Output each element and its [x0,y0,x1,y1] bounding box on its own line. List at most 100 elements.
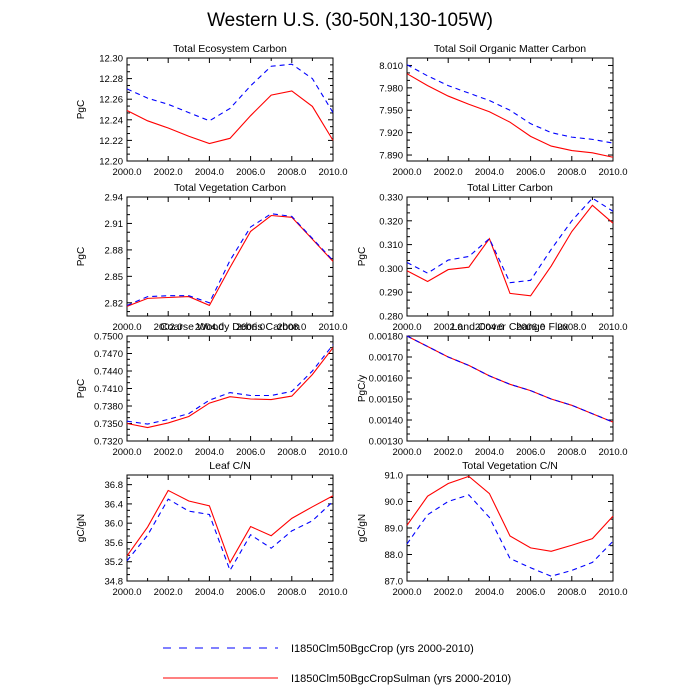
x-tick-label: 2006.0 [236,587,265,598]
x-tick-label: 2000.0 [392,167,421,178]
x-tick-label: 2004.0 [475,587,504,598]
y-tick-label: 7.890 [379,151,403,162]
y-tick-label: 36.4 [105,499,124,510]
series-line-crop [126,498,334,572]
y-tick-label: 0.330 [379,193,403,204]
chart-panel: Total Vegetation C/N 2000.0 2002.0 2004.0 20… [357,460,628,598]
y-tick-label: 2.85 [105,272,124,283]
y-tick-label: 0.7380 [94,402,123,413]
x-tick-label: 2002.0 [154,587,183,598]
x-tick-label: 2010.0 [318,322,347,333]
x-tick-label: 2002.0 [434,167,463,178]
x-tick-label: 2010.0 [318,587,347,598]
chart-panels: Total Ecosystem Carbon 2000.0 2002.0 2004.0… [76,43,628,598]
y-tick-label: 36.0 [105,519,124,530]
y-tick-label: 36.8 [105,480,124,491]
chart-panel: Land Cover Change Flux 2000.0 2002.0 2004.0… [357,321,628,458]
x-tick-label: 2000.0 [112,322,141,333]
chart-panel: Coarse Woody Debris Carbon 2000.0 2002.0 20… [76,321,348,458]
y-tick-label: 0.7500 [94,332,123,343]
x-tick-label: 2010.0 [598,322,627,333]
x-tick-label: 2000.0 [392,587,421,598]
y-tick-label: 89.0 [385,524,404,535]
y-axis-label: PgC [76,379,87,398]
x-tick-label: 2010.0 [598,167,627,178]
chart-panel: Total Soil Organic Matter Carbon 2000.0 20… [379,43,627,178]
series-line-sulman [126,214,334,307]
series-line-sulman [406,204,614,297]
panel-title: Leaf C/N [209,460,250,472]
x-tick-label: 2008.0 [277,167,306,178]
y-tick-label: 35.2 [105,557,124,568]
x-tick-label: 2008.0 [277,447,306,458]
y-tick-label: 0.7410 [94,384,123,395]
series-line-crop [406,335,614,423]
figure-title: Western U.S. (30-50N,130-105W) [207,10,493,31]
chart-panel: Total Vegetation Carbon 2000.0 2002.0 2004.… [76,182,348,333]
series-line-sulman [126,90,334,145]
panel-title: Total Soil Organic Matter Carbon [434,43,586,55]
y-axis-label: PgC/y [357,375,368,402]
y-tick-label: 7.950 [379,106,403,117]
y-tick-label: 0.00150 [369,395,403,406]
y-axis-label: PgC [76,247,87,266]
y-tick-label: 12.28 [99,74,123,85]
x-tick-label: 2006.0 [516,447,545,458]
y-tick-label: 0.00160 [369,374,403,385]
x-tick-label: 2004.0 [475,167,504,178]
series-line-sulman [126,489,334,564]
y-tick-label: 12.30 [99,54,123,65]
panel-title: Coarse Woody Debris Carbon [160,321,300,333]
x-tick-label: 2006.0 [516,167,545,178]
x-tick-label: 2000.0 [112,587,141,598]
x-tick-label: 2002.0 [154,322,183,333]
y-tick-label: 0.7440 [94,367,123,378]
y-tick-label: 12.26 [99,95,123,106]
y-tick-label: 0.00130 [369,437,403,448]
series-line-sulman [126,347,334,429]
x-tick-label: 2008.0 [557,167,586,178]
x-tick-label: 2008.0 [557,587,586,598]
y-tick-label: 2.94 [105,193,124,204]
chart-panel: Total Ecosystem Carbon 2000.0 2002.0 2004.0… [76,43,348,178]
x-tick-label: 2008.0 [557,447,586,458]
y-tick-label: 0.7470 [94,349,123,360]
y-tick-label: 12.24 [99,115,123,126]
series-line-sulman [406,475,614,552]
y-tick-label: 88.0 [385,550,404,561]
y-tick-label: 0.290 [379,288,403,299]
series-line-crop [406,197,614,284]
panel-title: Total Vegetation C/N [462,460,558,472]
legend: I1850Clm50BgcCrop (yrs 2000-2010) I1850C… [163,643,511,685]
y-tick-label: 0.00170 [369,353,403,364]
y-axis-label: PgC [76,100,87,119]
y-tick-label: 90.0 [385,497,404,508]
x-tick-label: 2002.0 [434,447,463,458]
plot-frame [406,57,614,162]
y-tick-label: 0.7350 [94,419,123,430]
series-line-crop [126,63,334,122]
y-tick-label: 34.8 [105,577,124,588]
x-tick-label: 2006.0 [236,447,265,458]
panel-title: Land Cover Change Flux [452,321,569,333]
x-tick-label: 2008.0 [557,322,586,333]
x-tick-label: 2004.0 [195,447,224,458]
x-tick-label: 2002.0 [434,587,463,598]
x-tick-label: 2002.0 [434,322,463,333]
y-tick-label: 35.6 [105,538,124,549]
y-axis-label: gC/gN [76,514,87,542]
plot-frame [126,57,334,162]
y-tick-label: 0.00140 [369,416,403,427]
x-tick-label: 2010.0 [598,447,627,458]
chart-panel: Total Litter Carbon 2000.0 2002.0 2004.0 200… [357,182,628,333]
legend-label-crop: I1850Clm50BgcCrop (yrs 2000-2010) [291,643,474,655]
panel-title: Total Ecosystem Carbon [173,43,287,55]
x-tick-label: 2006.0 [516,587,545,598]
plot-frame [126,474,334,582]
x-tick-label: 2010.0 [598,587,627,598]
y-tick-label: 87.0 [385,577,404,588]
x-tick-label: 2000.0 [112,447,141,458]
y-tick-label: 91.0 [385,471,404,482]
x-tick-label: 2000.0 [392,447,421,458]
